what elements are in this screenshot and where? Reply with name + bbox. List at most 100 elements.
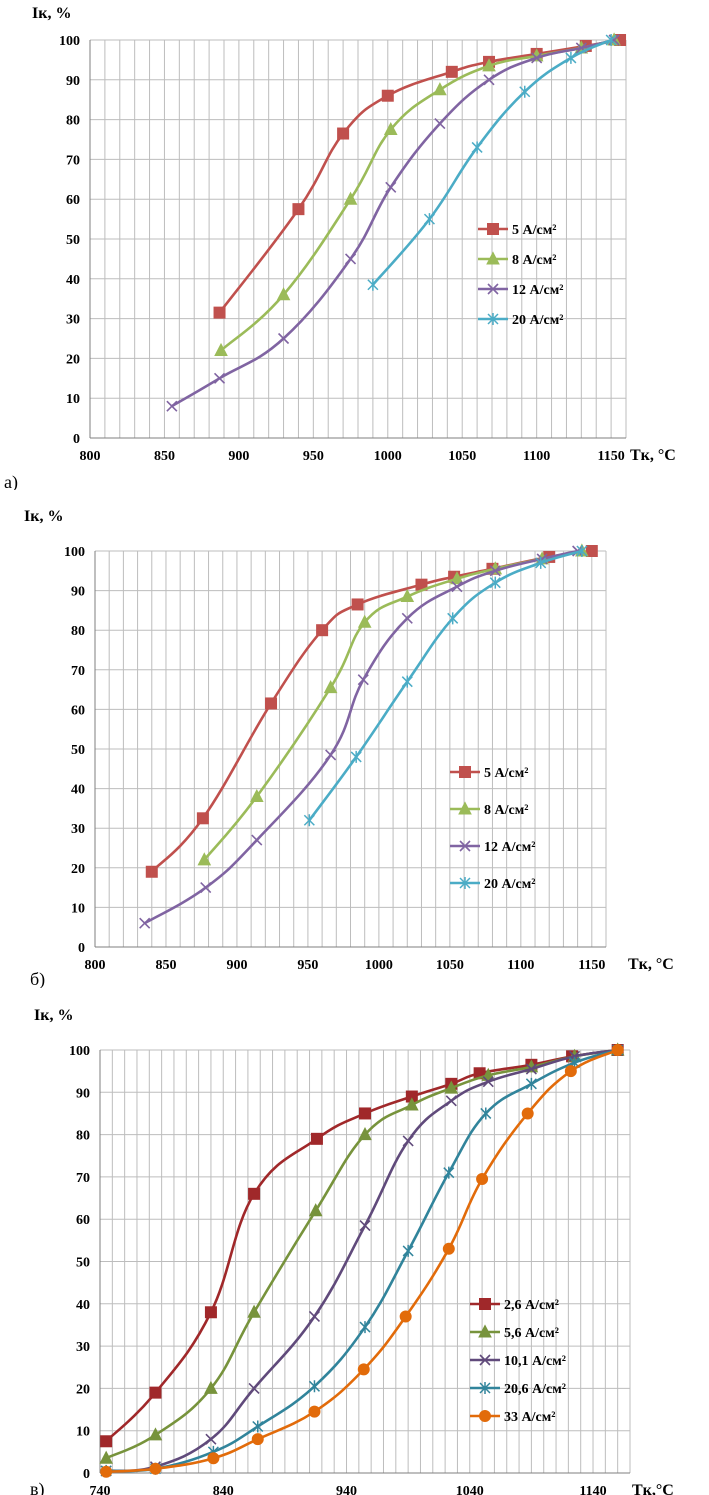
data-point: [381, 89, 394, 102]
data-point: [359, 1321, 371, 1334]
data-point: [308, 1310, 321, 1323]
series-1: [99, 1042, 625, 1464]
y-tick-label: 70: [66, 153, 80, 168]
x-tick-label: 800: [80, 449, 101, 464]
legend-marker: [486, 251, 500, 265]
series-2: [139, 545, 584, 929]
y-tick-label: 90: [66, 74, 80, 89]
data-point: [525, 1063, 537, 1075]
data-point: [445, 65, 458, 78]
data-point: [402, 1135, 414, 1147]
chart-panel-v: 0 10 20 30 40 50 60 70 80 90 100 740 840 940 1040 1140 I…: [30, 1007, 674, 1495]
legend-label: 8 А/см²: [484, 803, 528, 818]
data-point: [450, 571, 464, 585]
data-point: [139, 917, 151, 929]
y-tick-label: 80: [76, 1129, 90, 1144]
x-tick-label: 1150: [597, 449, 624, 464]
y-tick-label: 50: [76, 1256, 90, 1271]
data-point: [292, 203, 305, 216]
x-tick-label: 950: [303, 449, 324, 464]
x-axis-label: Tк, °C: [630, 447, 676, 464]
data-point: [303, 814, 315, 827]
data-point: [442, 1242, 455, 1255]
data-point: [100, 1435, 113, 1448]
panel-label: в): [30, 1479, 45, 1495]
y-tick-label: 20: [66, 352, 80, 367]
data-point: [248, 1382, 260, 1394]
series-3: [303, 545, 588, 827]
data-point: [251, 1433, 264, 1446]
data-point: [99, 1450, 113, 1464]
data-point: [100, 1465, 113, 1478]
legend-marker: [478, 1324, 492, 1338]
y-tick-label: 60: [66, 193, 80, 208]
data-point: [521, 1107, 534, 1120]
legend-label: 10,1 А/см²: [504, 1354, 566, 1369]
data-point: [444, 1080, 459, 1094]
x-tick-label: 1150: [578, 958, 605, 973]
data-point: [213, 306, 226, 319]
y-tick-label: 90: [71, 585, 85, 600]
x-tick-label: 1100: [523, 449, 550, 464]
y-tick-label: 0: [83, 1467, 90, 1482]
y-tick-label: 30: [76, 1340, 90, 1355]
data-point: [265, 697, 278, 710]
data-point: [308, 1203, 323, 1217]
data-point: [489, 576, 501, 589]
data-point: [252, 1420, 264, 1433]
y-tick-label: 50: [66, 233, 80, 248]
data-point: [310, 1132, 323, 1145]
y-tick-label: 80: [71, 624, 85, 639]
panel-label: а): [4, 472, 18, 490]
data-point: [166, 400, 178, 412]
y-tick-label: 70: [76, 1171, 90, 1186]
data-point: [383, 121, 398, 136]
y-tick-label: 50: [71, 743, 85, 758]
data-point: [343, 191, 358, 205]
x-tick-label: 900: [226, 958, 247, 973]
data-point: [316, 624, 329, 637]
data-point: [451, 581, 463, 593]
legend-marker: [479, 1298, 491, 1310]
data-point: [433, 82, 447, 96]
x-tick-label: 840: [213, 1484, 234, 1495]
data-point: [247, 1304, 261, 1318]
x-tick-label: 1040: [456, 1484, 484, 1495]
data-point: [531, 52, 543, 64]
x-tick-label: 1000: [374, 449, 402, 464]
x-tick-label: 1140: [579, 1484, 606, 1495]
x-tick-label: 950: [297, 958, 318, 973]
data-point: [471, 141, 483, 154]
y-tick-label: 0: [78, 941, 85, 956]
series-line: [218, 38, 621, 314]
data-point: [535, 556, 547, 569]
data-point: [196, 812, 209, 825]
y-tick-label: 30: [71, 822, 85, 837]
data-point: [359, 1107, 371, 1120]
data-point: [585, 545, 598, 557]
x-tick-label: 850: [154, 449, 175, 464]
legend-marker: [459, 840, 471, 852]
data-point: [357, 674, 369, 686]
data-point: [323, 680, 338, 694]
x-tick-label: 940: [336, 1484, 357, 1495]
legend: 5 А/см² 8 А/см² 12 А/см² 20 А/см²: [478, 223, 563, 328]
data-point: [277, 332, 290, 345]
x-tick-label: 1050: [436, 958, 464, 973]
series-0: [145, 545, 598, 878]
series-4: [100, 1044, 624, 1478]
data-point: [611, 1044, 624, 1056]
data-point: [423, 213, 435, 226]
y-tick-label: 100: [69, 1044, 90, 1059]
chart-panel-a: 0 10 20 30 40 50 60 70 80 90 100 800 850 900 950 1000 10…: [4, 5, 676, 490]
legend-label: 8 А/см²: [512, 253, 556, 268]
series-0: [213, 34, 627, 319]
data-point: [399, 1310, 412, 1323]
y-tick-label: 90: [76, 1086, 90, 1101]
data-point: [482, 1076, 494, 1088]
legend-label: 33 А/см²: [504, 1410, 555, 1425]
series-3: [367, 34, 617, 291]
data-point: [400, 588, 415, 603]
data-point: [401, 612, 413, 624]
data-point: [251, 834, 263, 846]
